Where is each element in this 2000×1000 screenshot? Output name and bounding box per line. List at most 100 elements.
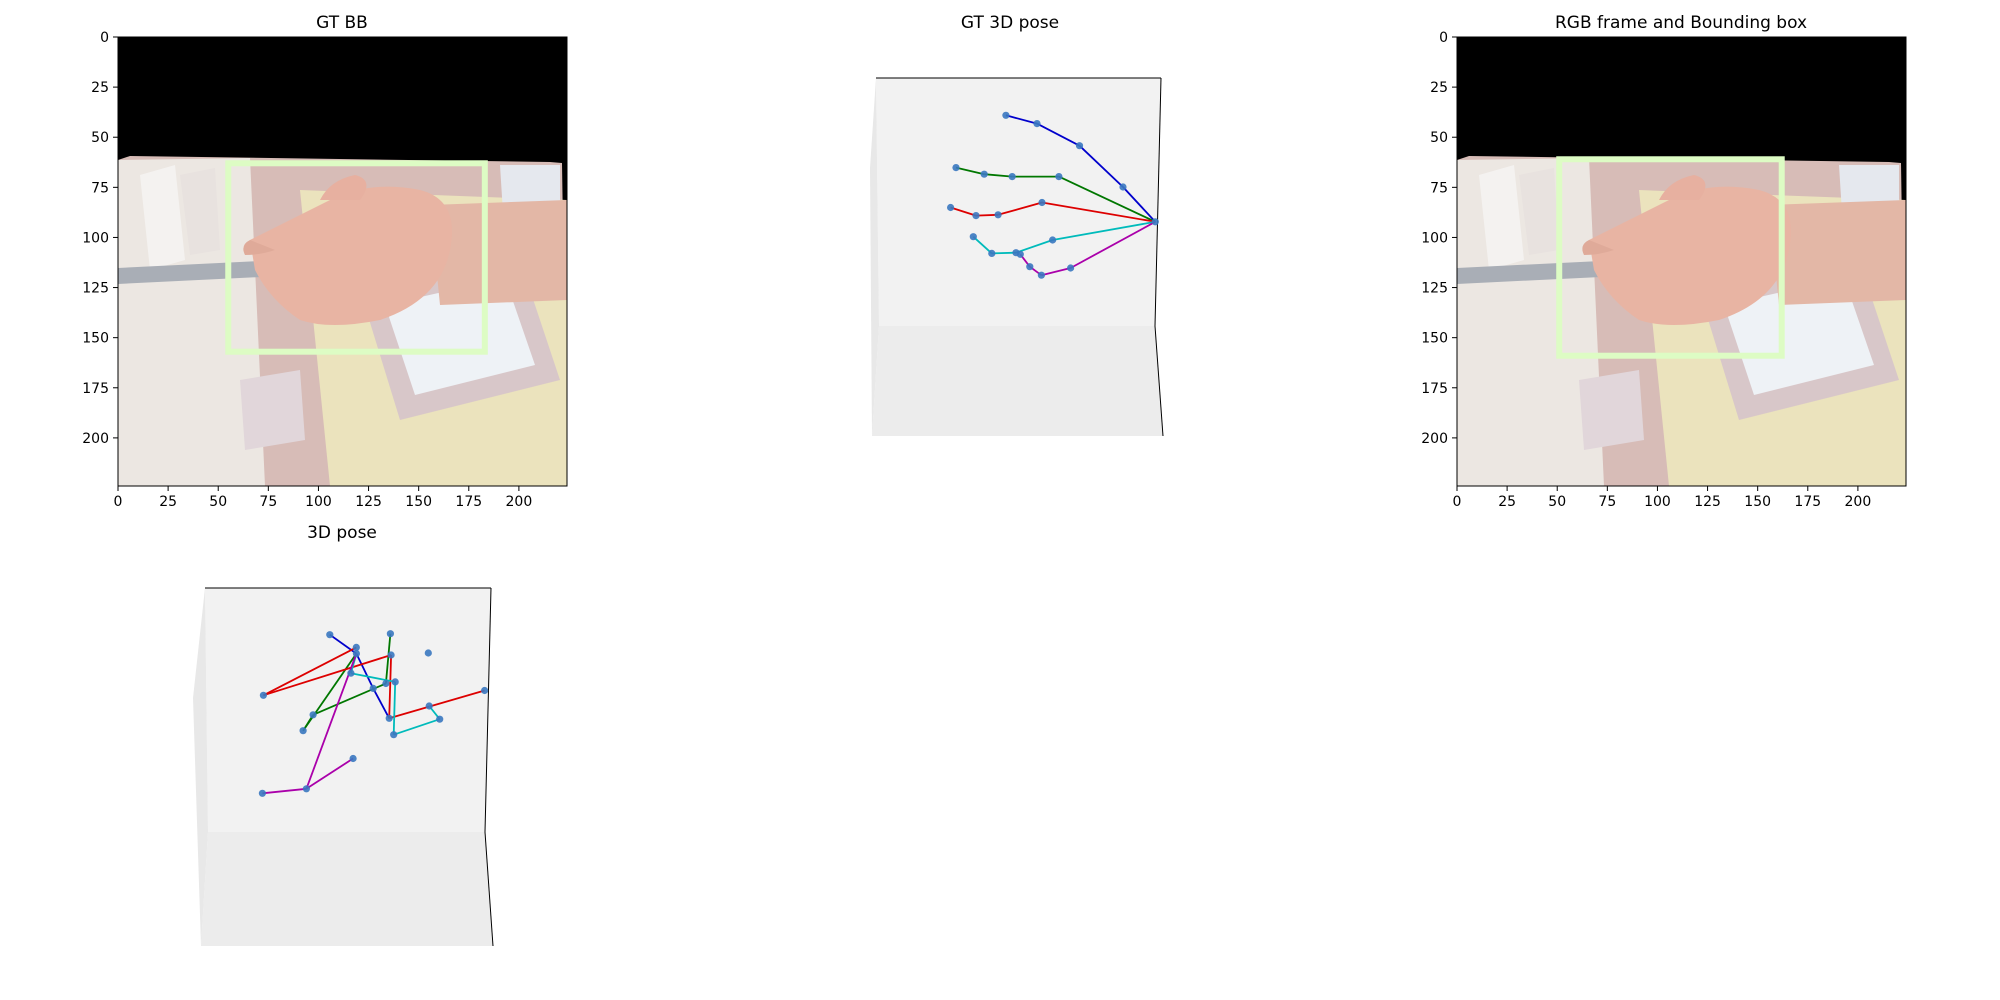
gt-bb-axes: 0 25 50 75 100 125 150 175 200 0 25 50 75 100 125 150 17… <box>82 30 532 510</box>
pred-3d-joint <box>387 651 395 659</box>
gt-bb-ytick-label: 200 <box>82 431 109 447</box>
pred-3d-bone-middle <box>263 654 392 697</box>
rgb-bounding-box <box>1556 156 1785 359</box>
gt-bb-xtick-label: 75 <box>259 494 277 510</box>
gt-3d-bone-middle <box>950 206 977 217</box>
gt-3d-bone-index <box>955 166 985 176</box>
gt-bb-ytick-label: 0 <box>100 30 109 46</box>
gt-3d-bone-index <box>1058 175 1156 223</box>
gt-3d-joint <box>1049 236 1057 244</box>
gt-3d-joint <box>1075 142 1084 150</box>
gt-3d-joint <box>972 212 980 220</box>
gt-3d-joint <box>1038 198 1046 207</box>
pred-3d-joint <box>347 669 355 677</box>
rgb-frame-ytick-label: 25 <box>1430 80 1448 96</box>
gt-bb-xtick-label: 125 <box>355 494 382 510</box>
gt-bb-ytick-label: 150 <box>82 331 109 347</box>
panel-gt-bb-title: GT BB <box>316 13 368 33</box>
pred-3d-bone-little <box>262 787 307 795</box>
gt-bb-photo <box>118 37 567 486</box>
pred-3d-bone-middle <box>262 646 357 697</box>
gt-3d-bone-thumb <box>1078 145 1124 188</box>
gt-3d-joint <box>988 249 996 257</box>
pred-3d-pose-skeleton <box>258 630 489 797</box>
rgb-frame-xtick-label: 175 <box>1794 494 1821 510</box>
rgb-frame-xtick-label: 100 <box>1644 494 1671 510</box>
pred-3d-joint <box>425 702 433 710</box>
gt-3d-joint <box>952 164 960 172</box>
pred-3d-joint <box>309 711 317 719</box>
pred-3d-joint <box>481 686 489 695</box>
pred-3d-side-pane <box>193 588 208 946</box>
pred-3d-bone-index <box>385 633 392 684</box>
pred-3d-joint <box>369 684 377 692</box>
pred-3d-joint <box>352 650 360 658</box>
gt-3d-joint <box>1002 111 1010 119</box>
pred-3d-floor-pane <box>201 832 493 946</box>
rgb-frame-xtick-label: 125 <box>1694 494 1721 510</box>
pred-3d-bone-thumb <box>372 687 390 719</box>
rgb-frame-ytick-label: 0 <box>1439 30 1448 46</box>
rgb-frame-xtick-label: 0 <box>1453 494 1462 510</box>
gt-3d-bone-middle <box>975 213 999 217</box>
gt-bb-xtick-label: 50 <box>209 494 227 510</box>
gt-bounding-box <box>225 160 488 355</box>
gt-3d-bone-thumb <box>1122 186 1156 223</box>
gt-bb-xtick-label: 175 <box>455 494 482 510</box>
pred-3d-joint <box>386 630 394 638</box>
rgb-frame-ytick-label: 125 <box>1421 281 1448 297</box>
panel-gt-bb: GT BB 0 25 50 75 100 125 150 175 200 0 25 50 75 100 12… <box>82 13 568 510</box>
gt-bb-ytick-label: 175 <box>82 381 109 397</box>
gt-3d-bone-little <box>1070 221 1156 269</box>
gt-3d-joint <box>1008 173 1016 181</box>
panel-3d-pose-title: 3D pose <box>307 523 377 543</box>
rgb-frame-ytick-label: 200 <box>1421 431 1448 447</box>
pred-3d-back-pane <box>205 588 491 832</box>
gt-bb-xtick-label: 25 <box>159 494 177 510</box>
panel-gt-3d-pose: GT 3D pose <box>870 13 1164 437</box>
gt-3d-bone-ring <box>1015 239 1053 254</box>
rgb-frame-ytick-label: 175 <box>1421 381 1448 397</box>
rgb-frame-ytick-label: 75 <box>1430 180 1448 196</box>
pred-3d-joint <box>382 679 390 688</box>
pred-3d-joint <box>385 714 393 722</box>
gt-3d-floor-pane <box>872 326 1163 436</box>
gt-3d-pose-skeleton <box>947 111 1159 279</box>
gt-3d-joint <box>994 211 1002 219</box>
gt-3d-bone-middle <box>1041 201 1156 223</box>
rgb-frame-ytick-label: 150 <box>1421 331 1448 347</box>
rgb-frame-xtick-label: 200 <box>1845 494 1872 510</box>
pred-3d-joint <box>302 785 310 793</box>
gt-3d-bone-ring <box>991 251 1017 255</box>
pred-3d-joint <box>299 727 307 735</box>
panel-3d-pose: 3D pose <box>193 523 494 947</box>
gt-3d-bone-little <box>1041 267 1071 277</box>
gt-3d-joint <box>980 170 988 178</box>
pred-3d-joint <box>259 691 267 699</box>
rgb-frame-xtick-label: 50 <box>1548 494 1566 510</box>
pred-3d-bone-little <box>305 757 354 790</box>
rgb-frame-ytick-label: 100 <box>1421 230 1448 246</box>
panel-gt-3d-pose-title: GT 3D pose <box>961 13 1059 33</box>
rgb-frame-xtick-label: 25 <box>1498 494 1516 510</box>
pred-3d-joint <box>424 649 432 657</box>
pred-3d-joint <box>390 731 398 739</box>
gt-3d-joint <box>1026 263 1034 271</box>
gt-3d-joint <box>1067 264 1075 272</box>
gt-bb-ytick-label: 75 <box>91 180 109 196</box>
gt-bb-xtick-label: 200 <box>506 494 533 510</box>
pred-3d-bone-thumb <box>355 653 375 689</box>
gt-3d-bone-thumb <box>1005 114 1038 125</box>
panel-rgb-frame-title: RGB frame and Bounding box <box>1555 13 1807 33</box>
rgb-frame-photo <box>1457 37 1906 486</box>
rgb-frame-xtick-label: 150 <box>1744 494 1771 510</box>
gt-3d-joint <box>1033 120 1041 128</box>
pred-3d-joint <box>436 715 444 723</box>
gt-bb-ytick-label: 25 <box>91 80 109 96</box>
rgb-frame-xtick-label: 75 <box>1598 494 1616 510</box>
pred-3d-bone-middle <box>388 689 485 720</box>
pred-3d-bone-little <box>305 653 358 790</box>
pred-3d-joint <box>258 789 266 797</box>
gt-bb-ytick-label: 125 <box>82 281 109 297</box>
